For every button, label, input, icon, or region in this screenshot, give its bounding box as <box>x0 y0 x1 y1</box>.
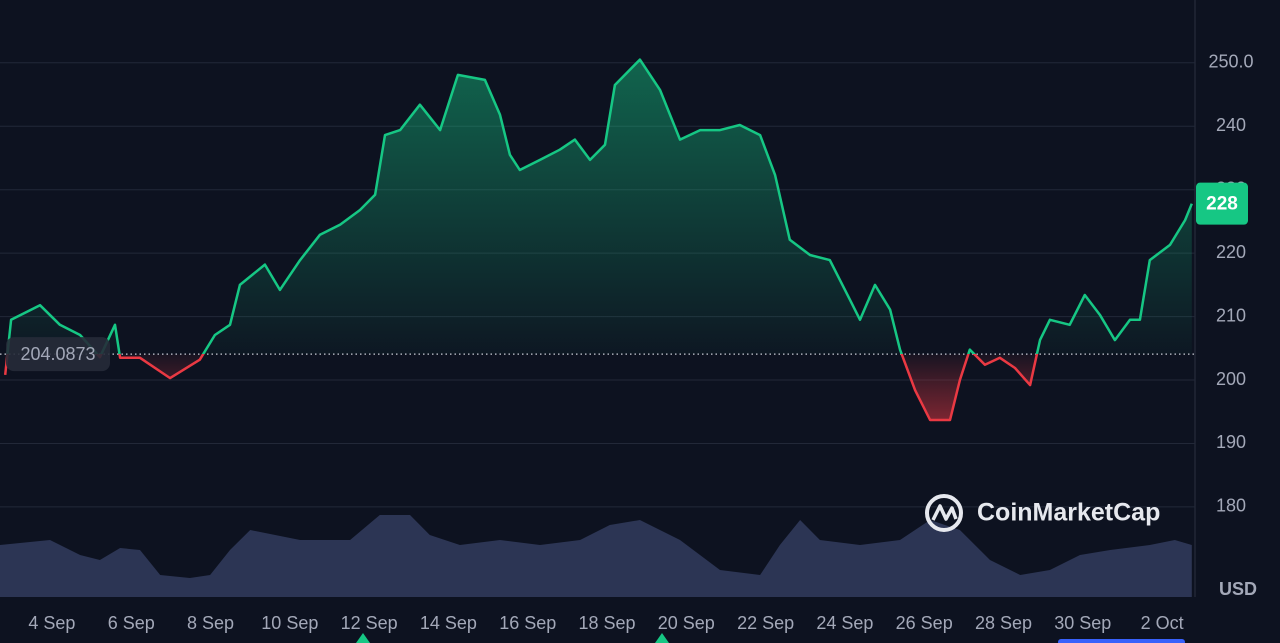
x-tick-label: 20 Sep <box>658 613 715 633</box>
x-tick-label: 6 Sep <box>108 613 155 633</box>
volume-area <box>0 515 1192 597</box>
price-badge <box>1196 182 1248 225</box>
y-tick-label: 190 <box>1216 432 1246 452</box>
x-tick-label: 10 Sep <box>261 613 318 633</box>
event-marker <box>356 633 370 643</box>
price-line <box>3 58 1193 422</box>
x-tick-label: 14 Sep <box>420 613 477 633</box>
x-tick-label: 24 Sep <box>816 613 873 633</box>
x-tick-label: 8 Sep <box>187 613 234 633</box>
baseline-label-box <box>6 337 110 372</box>
watermark-text: CoinMarketCap <box>977 499 1160 527</box>
watermark-logo <box>925 494 963 532</box>
x-tick-label: 4 Sep <box>28 613 75 633</box>
y-tick-label: 220 <box>1216 242 1246 262</box>
y-tick-label: 240 <box>1216 115 1246 135</box>
watermark: CoinMarketCap <box>925 494 1160 532</box>
price-badge-label: 228 <box>1206 194 1238 215</box>
y-tick-label: 250.0 <box>1208 52 1253 72</box>
y-tick-label: 200 <box>1216 369 1246 389</box>
event-marker <box>655 633 669 643</box>
y-tick-label: 180 <box>1216 496 1246 516</box>
y-tick-label: 210 <box>1216 305 1246 325</box>
watermark-logo-mark <box>931 504 958 521</box>
currency-label: USD <box>1219 579 1257 599</box>
x-tick-label: 2 Oct <box>1141 613 1184 633</box>
x-tick-label: 22 Sep <box>737 613 794 633</box>
x-tick-label: 18 Sep <box>578 613 635 633</box>
price-area <box>5 59 1192 420</box>
x-tick-label: 16 Sep <box>499 613 556 633</box>
x-tick-label: 12 Sep <box>341 613 398 633</box>
x-tick-label: 30 Sep <box>1054 613 1111 633</box>
x-tick-label: 26 Sep <box>896 613 953 633</box>
x-tick-label: 28 Sep <box>975 613 1032 633</box>
range-indicator <box>1058 639 1185 643</box>
baseline-label: 204.0873 <box>20 344 95 364</box>
